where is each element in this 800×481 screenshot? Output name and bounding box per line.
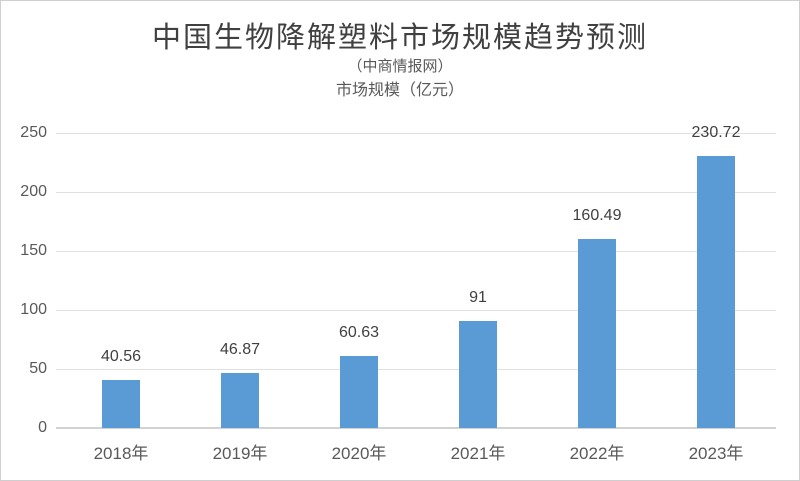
bar xyxy=(459,321,497,428)
chart-subtitle: （中商情报网） xyxy=(347,57,453,75)
y-tick-label: 150 xyxy=(20,242,47,259)
bar xyxy=(102,380,140,428)
x-tick-label: 2019年 xyxy=(212,444,268,463)
bar xyxy=(697,156,735,428)
y-tick-label: 250 xyxy=(20,124,47,141)
bar-group: 46.87 xyxy=(219,133,261,428)
plot-area: 40.56 46.87 60.63 91 160.49 230.72 xyxy=(56,124,776,429)
y-axis-title: 市场规模（亿元） xyxy=(335,80,464,99)
x-axis-line xyxy=(56,427,776,429)
gridline xyxy=(56,133,776,134)
bar-group: 160.49 xyxy=(573,133,621,428)
gridline xyxy=(56,251,776,252)
bar-value-label: 46.87 xyxy=(219,341,261,358)
gridline xyxy=(56,310,776,311)
bar-value-label: 60.63 xyxy=(338,324,380,341)
x-tick-label: 2021年 xyxy=(450,444,506,463)
bar xyxy=(340,356,378,428)
x-tick-label: 2018年 xyxy=(93,444,149,463)
x-tick-label: 2020年 xyxy=(331,444,387,463)
chart-title: 中国生物降解塑料市场规模趋势预测 xyxy=(151,20,648,54)
x-tick-label: 2022年 xyxy=(569,444,625,463)
bar-group: 230.72 xyxy=(692,124,740,428)
bar-group: 91 xyxy=(459,133,497,428)
bar-value-label: 40.56 xyxy=(100,348,142,365)
y-tick-label: 100 xyxy=(20,301,47,318)
y-tick-label: 200 xyxy=(20,183,47,200)
bar xyxy=(578,239,616,428)
bar-value-label: 160.49 xyxy=(572,207,622,224)
bar-group: 60.63 xyxy=(338,133,380,428)
bar-group: 40.56 xyxy=(100,133,142,428)
bar xyxy=(221,373,259,428)
gridline xyxy=(56,192,776,193)
x-tick-label: 2023年 xyxy=(688,444,744,463)
y-tick-label: 0 xyxy=(38,419,47,436)
y-tick-label: 50 xyxy=(29,360,47,377)
bar-value-label: 230.72 xyxy=(691,124,741,141)
gridline xyxy=(56,369,776,370)
bar-value-label: 91 xyxy=(469,289,487,306)
